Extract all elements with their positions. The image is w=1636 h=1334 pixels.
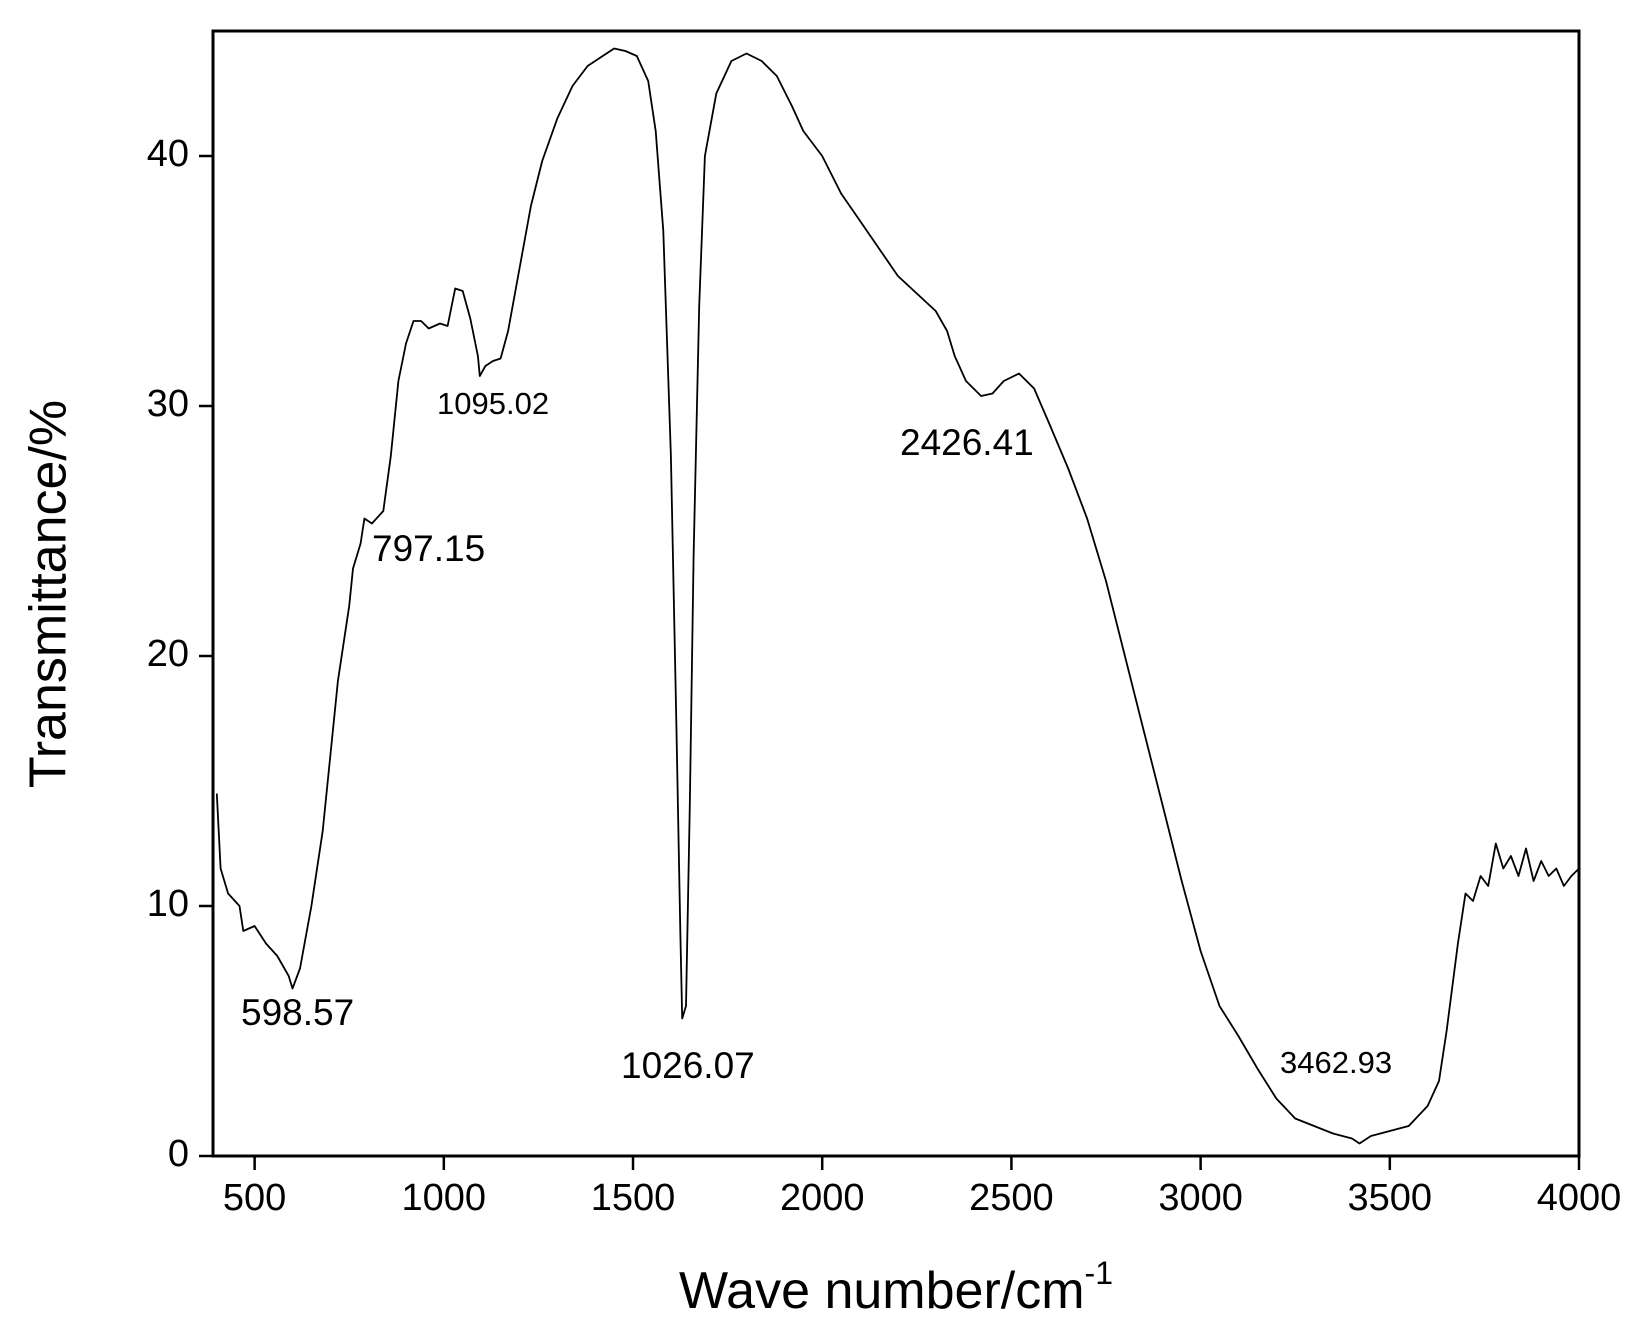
y-tick-label: 30 bbox=[147, 383, 189, 425]
peak-annotation: 1026.07 bbox=[621, 1045, 755, 1086]
y-tick-label: 40 bbox=[147, 133, 189, 175]
x-axis-label-text: Wave number/cm bbox=[679, 1262, 1085, 1320]
x-tick-label: 2500 bbox=[969, 1177, 1054, 1219]
peak-annotation: 797.15 bbox=[372, 528, 485, 569]
x-tick-label: 3000 bbox=[1158, 1177, 1243, 1219]
y-tick-label: 0 bbox=[168, 1133, 189, 1175]
y-tick-label: 10 bbox=[147, 883, 189, 925]
spectrum-line bbox=[215, 47, 1580, 1145]
x-axis-label-superscript: -1 bbox=[1085, 1255, 1113, 1291]
peak-annotation: 2426.41 bbox=[900, 422, 1034, 463]
plot-frame bbox=[211, 29, 1581, 1158]
x-tick-label: 500 bbox=[223, 1177, 286, 1219]
x-tick-label: 4000 bbox=[1537, 1177, 1622, 1219]
x-axis-label: Wave number/cm-1 bbox=[679, 1255, 1113, 1319]
x-tick-label: 1500 bbox=[591, 1177, 676, 1219]
y-axis-label: Transmittance/% bbox=[20, 400, 78, 788]
peak-annotation: 598.57 bbox=[241, 992, 354, 1033]
x-tick-label: 2000 bbox=[780, 1177, 865, 1219]
peak-annotation: 3462.93 bbox=[1280, 1045, 1392, 1080]
peak-annotation: 1095.02 bbox=[437, 386, 549, 421]
y-tick-label: 20 bbox=[147, 633, 189, 675]
x-tick-label: 1000 bbox=[402, 1177, 487, 1219]
x-tick-label: 3500 bbox=[1348, 1177, 1433, 1219]
